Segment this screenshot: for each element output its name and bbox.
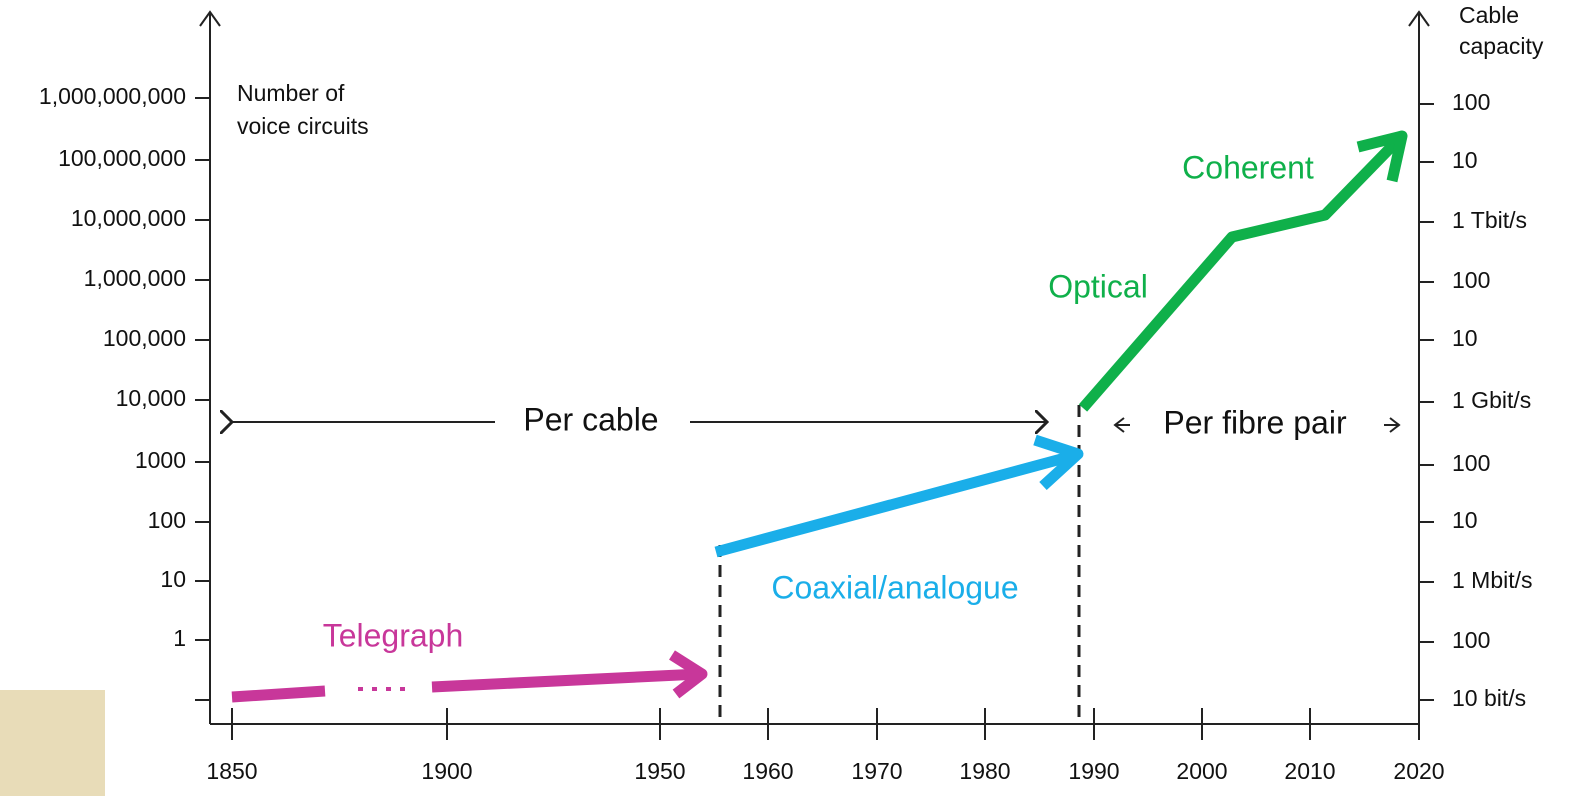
x-tick-label: 1990 [1068,758,1119,784]
x-tick-label: 1900 [421,758,472,784]
y2-tick-label: 10 [1452,147,1478,173]
y2-tick-label: 10 bit/s [1452,685,1526,711]
axis-title: Number of [237,80,345,106]
x-tick-label: 1850 [206,758,257,784]
y-tick-label: 100,000,000 [58,145,186,171]
y-tick-label: 1 [173,625,186,651]
y2-tick-label: 100 [1452,267,1490,293]
y-tick-label: 1000 [135,447,186,473]
left-axis [200,12,220,724]
x-tick-label: 1970 [851,758,902,784]
axis-title: capacity [1459,33,1544,59]
diagram: Per cable Per fibre pair Telegraph Coaxi… [0,0,1588,796]
y2-tick-label: 1 Mbit/s [1452,567,1533,593]
y-tick-label: 100,000 [103,325,186,351]
y2-tick-label: 100 [1452,89,1490,115]
annotation: Optical [1048,268,1148,304]
y2-tick-label: 1 Gbit/s [1452,387,1531,413]
y2-tick-label: 100 [1452,450,1490,476]
axis-title: Cable [1459,2,1519,28]
right-axis [1409,12,1429,724]
annotation: Coherent [1182,149,1314,185]
axis-title: voice circuits [237,113,369,139]
annotation: Coaxial/analogue [771,569,1018,605]
y2-tick-label: 1 Tbit/s [1452,207,1527,233]
thumbnail [0,690,105,796]
x-tick-label: 2020 [1393,758,1444,784]
y-tick-label: 1,000,000 [84,265,186,291]
x-tick-label: 2000 [1176,758,1227,784]
telegraph-arrow [232,655,702,697]
x-tick-label: 1960 [742,758,793,784]
y-tick-label: 100 [148,507,186,533]
x-tick-label: 2010 [1284,758,1335,784]
y2-tick-label: 10 [1452,325,1478,351]
y-tick-label: 10,000 [116,385,186,411]
x-tick-label: 1980 [959,758,1010,784]
x-tick-label: 1950 [634,758,685,784]
annotation: Telegraph [323,617,464,653]
annotation: Per cable [523,401,658,437]
y2-tick-label: 10 [1452,507,1478,533]
y2-tick-label: 100 [1452,627,1490,653]
y-tick-label: 1,000,000,000 [39,83,186,109]
y-tick-label: 10,000,000 [71,205,186,231]
coaxial-arrow [716,440,1078,552]
annotation: Per fibre pair [1163,404,1347,440]
y-tick-label: 10 [160,566,186,592]
